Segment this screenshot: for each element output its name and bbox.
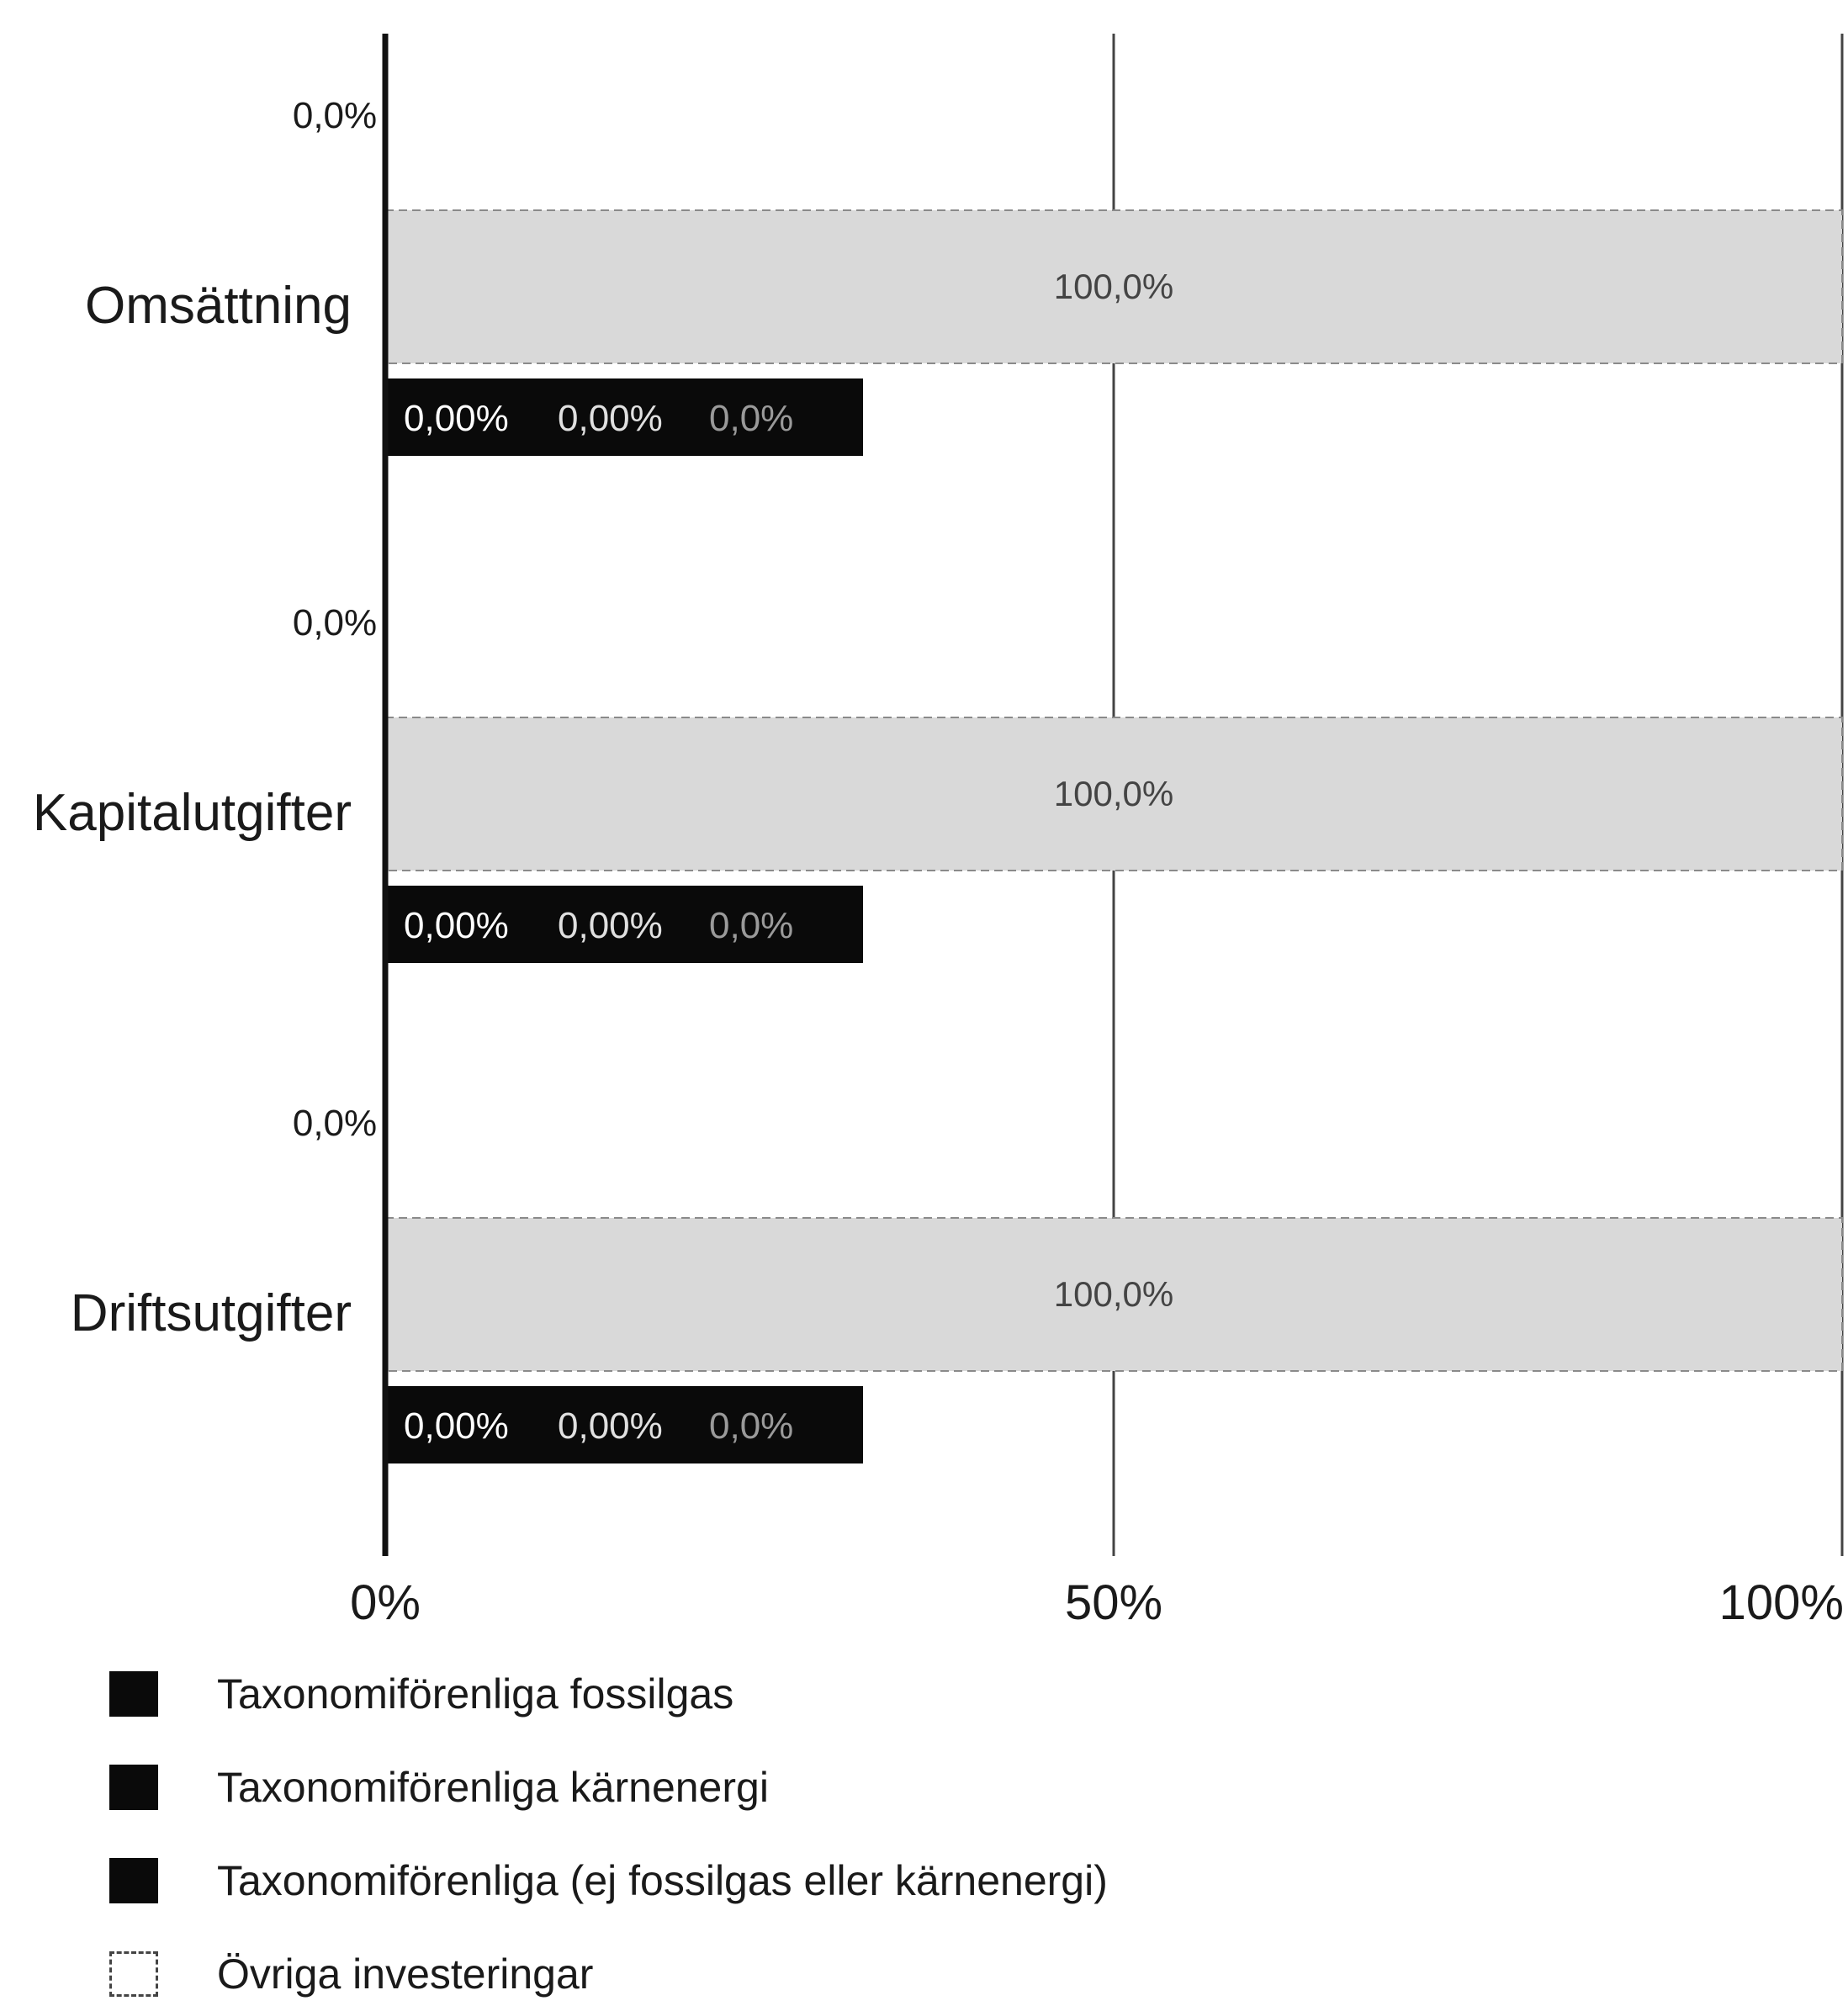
legend-item-ovriga: Övriga investeringar — [109, 1950, 1108, 1998]
bar-label-taxonomy-1-1: 0,00% — [558, 905, 663, 946]
legend-label-ovriga: Övriga investeringar — [217, 1950, 594, 1998]
bar-label-taxonomy-0-0: 0,00% — [404, 398, 509, 439]
bar-taxonomy-1 — [385, 886, 863, 963]
legend-item-karnenergi: Taxonomiförenliga kärnenergi — [109, 1763, 1108, 1812]
legend-label-karnenergi: Taxonomiförenliga kärnenergi — [217, 1764, 769, 1811]
bar-label-taxonomy-0-2: 0,00% — [404, 1405, 509, 1447]
top-value-label-0: 0,0% — [293, 95, 377, 136]
legend-swatch-ej-fossilgas — [109, 1858, 158, 1903]
bars-layer — [384, 209, 1843, 1463]
bar-label-ovriga-2: 100,0% — [1054, 1274, 1173, 1314]
bar-label-ovriga-0: 100,0% — [1054, 267, 1173, 306]
category-label-0: Omsättning — [85, 277, 352, 335]
legend-label-ej-fossilgas: Taxonomiförenliga (ej fossilgas eller kä… — [217, 1857, 1108, 1904]
x-tick-label-0: 0% — [350, 1575, 421, 1630]
category-label-1: Kapitalutgifter — [33, 784, 352, 842]
category-label-2: Driftsutgifter — [71, 1284, 352, 1342]
legend-item-ej-fossilgas: Taxonomiförenliga (ej fossilgas eller kä… — [109, 1856, 1108, 1905]
bar-label-taxonomy-1-2: 0,00% — [558, 1405, 663, 1447]
bar-label-taxonomy-0-1: 0,00% — [404, 905, 509, 946]
bar-taxonomy-0 — [385, 378, 863, 456]
bar-label-taxonomy-2-0: 0,0% — [709, 398, 793, 439]
bar-label-taxonomy-2-2: 0,0% — [709, 1405, 793, 1447]
labels-layer: 100,0% 0,00% 0,00% 0,0% 0,0% Omsättning 100,0%… — [33, 95, 1844, 1630]
legend-item-fossilgas: Taxonomiförenliga fossilgas — [109, 1670, 1108, 1718]
bar-ovriga-1 — [384, 717, 1843, 871]
bar-taxonomy-2 — [385, 1386, 863, 1463]
bar-label-taxonomy-2-1: 0,0% — [709, 905, 793, 946]
legend-swatch-ovriga — [109, 1951, 158, 1997]
x-tick-label-2: 100% — [1719, 1575, 1844, 1630]
bar-label-taxonomy-1-0: 0,00% — [558, 398, 663, 439]
legend-label-fossilgas: Taxonomiförenliga fossilgas — [217, 1670, 734, 1718]
x-tick-label-1: 50% — [1065, 1575, 1162, 1630]
legend: Taxonomiförenliga fossilgas Taxonomiföre… — [109, 1670, 1108, 2006]
bar-ovriga-2 — [384, 1217, 1843, 1372]
bar-label-ovriga-1: 100,0% — [1054, 774, 1173, 813]
legend-swatch-karnenergi — [109, 1765, 158, 1810]
legend-swatch-fossilgas — [109, 1671, 158, 1717]
top-value-label-1: 0,0% — [293, 602, 377, 643]
top-value-label-2: 0,0% — [293, 1103, 377, 1144]
